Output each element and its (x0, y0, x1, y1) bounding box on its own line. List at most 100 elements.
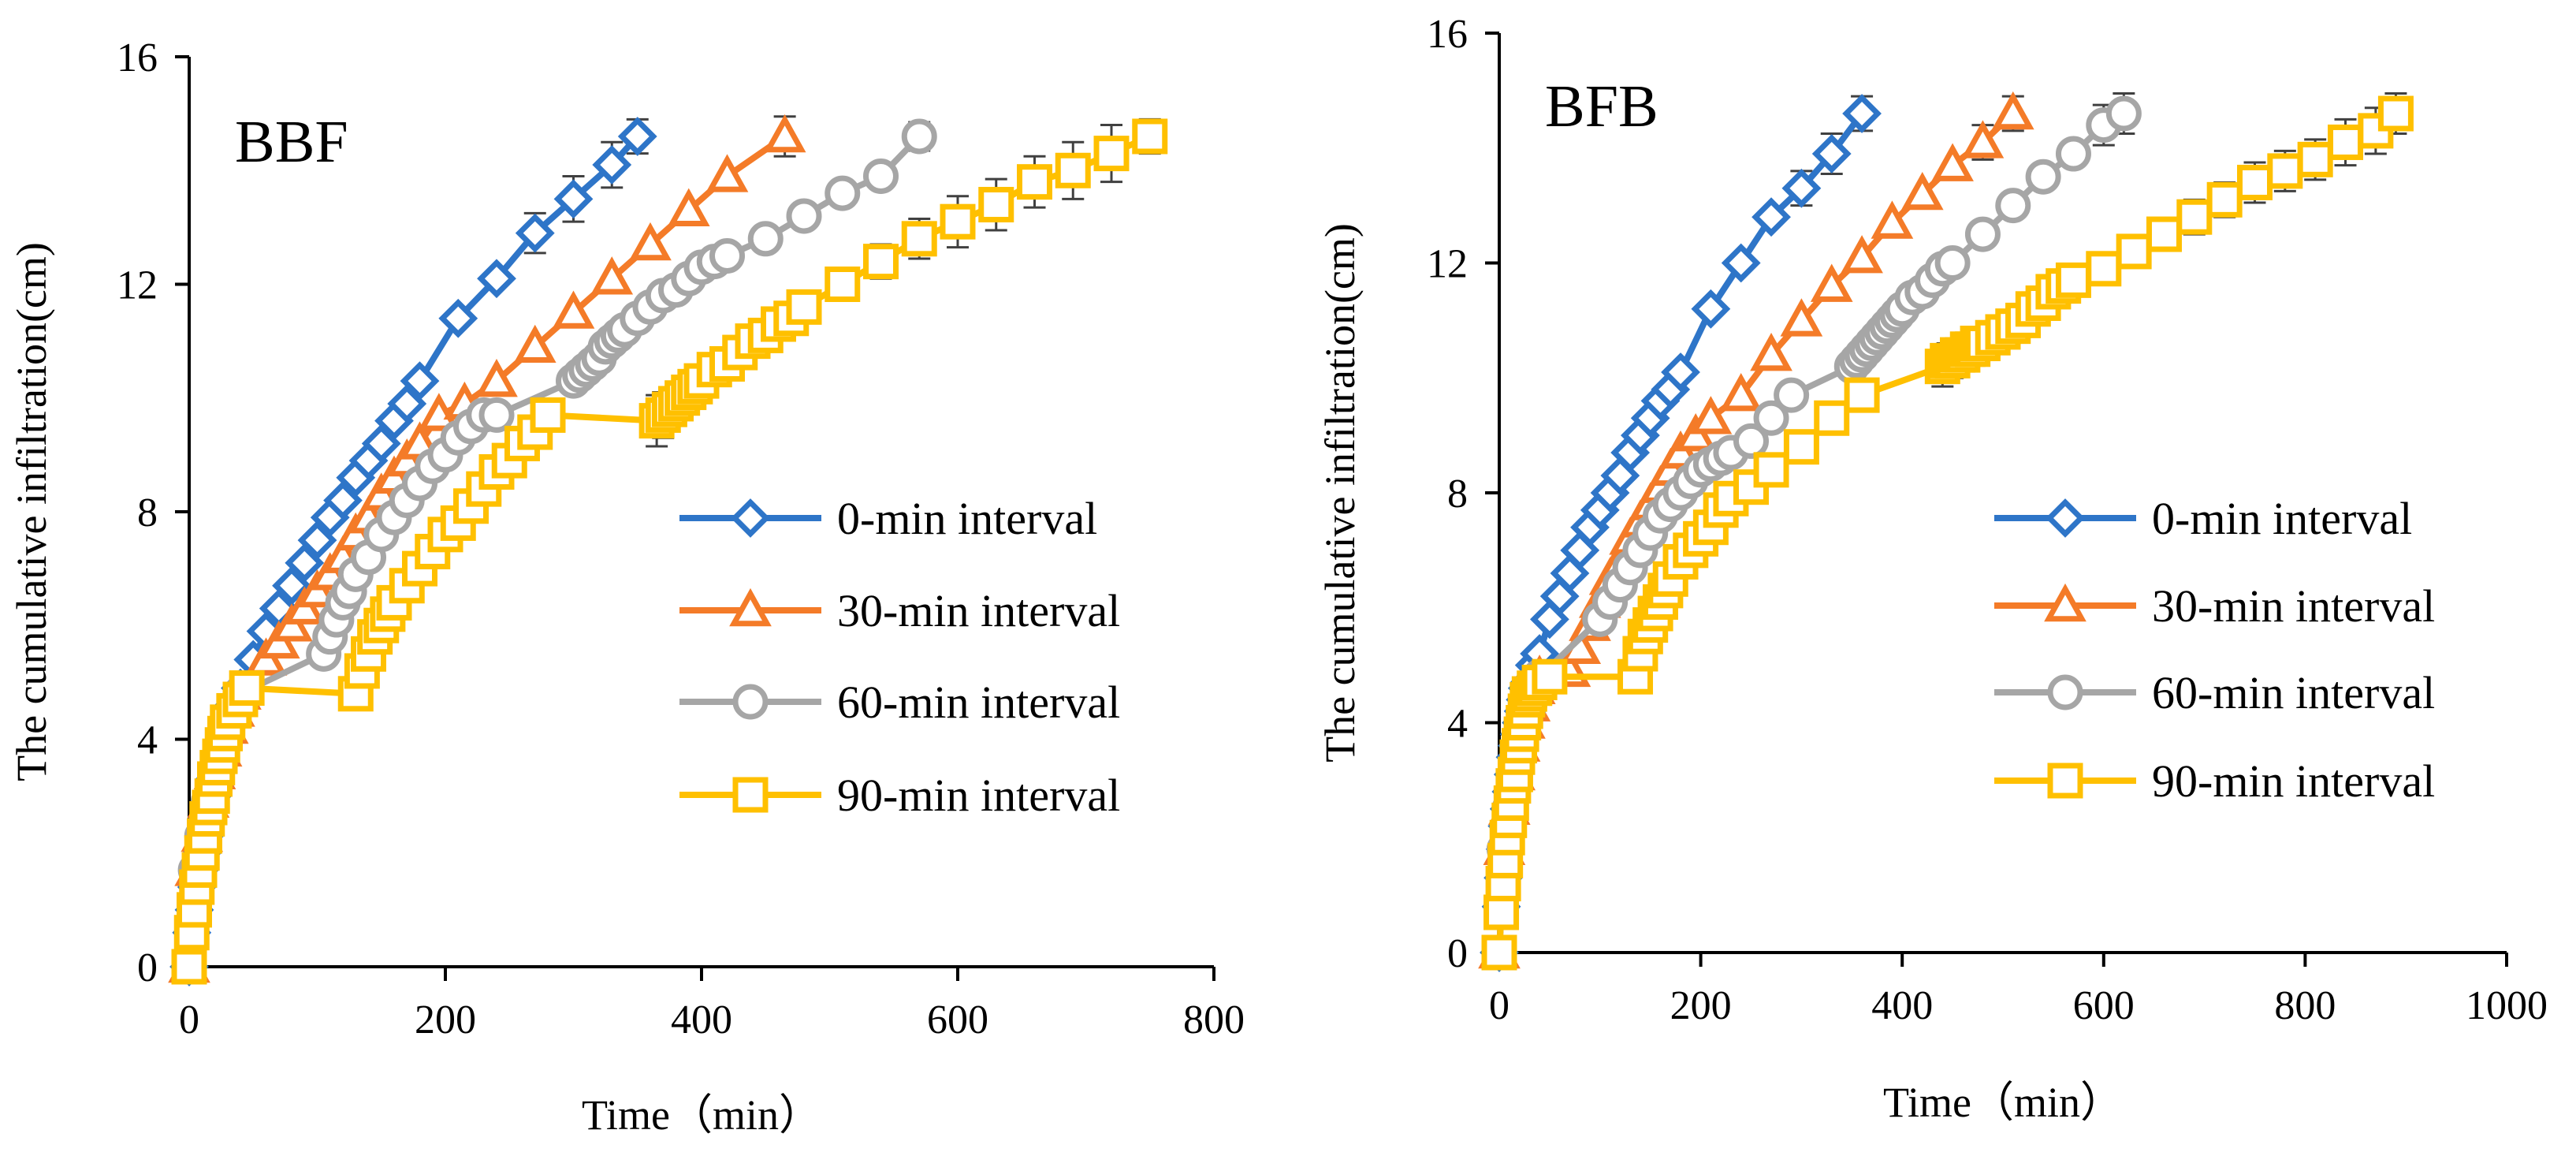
data-point-diamond (1781, 168, 1822, 208)
panel-bfb: 0 4 8 12 16 0 200 400 600 800 1000 Time（min） The cum… (1316, 12, 2548, 1126)
x-tick-label: 0 (1489, 983, 1509, 1028)
data-point-triangle (1689, 396, 1733, 434)
data-point-circle (1934, 245, 1971, 281)
data-point-circle (1753, 400, 1789, 436)
data-point-square (229, 670, 265, 707)
x-tick-label: 0 (179, 998, 199, 1042)
x-tick-label: 600 (2073, 983, 2135, 1028)
data-point-square (2377, 95, 2414, 132)
data-point-square (2358, 113, 2394, 149)
y-tick-label: 16 (1427, 12, 1468, 57)
y-tick-label: 0 (137, 945, 158, 990)
data-point-diamond (1811, 134, 1852, 173)
series-square (1481, 92, 2414, 971)
data-point-square (1783, 429, 1819, 465)
data-point-triangle (1750, 332, 1792, 371)
legend-label: 30-min interval (2152, 580, 2435, 632)
y-tick-label: 4 (137, 718, 158, 763)
data-point-triangle (705, 154, 749, 192)
legend-label: 60-min interval (2152, 667, 2435, 718)
data-point-triangle (513, 324, 557, 364)
data-point-square (171, 949, 207, 985)
y-axis-title: The cumulative infiltration(cm) (8, 242, 55, 781)
data-point-square (1532, 658, 1568, 695)
x-tick-label: 800 (1183, 998, 1245, 1042)
data-point-triangle (1841, 235, 1883, 274)
legend-marker (732, 777, 769, 813)
data-point-square (1055, 152, 1091, 188)
data-point-circle (901, 118, 937, 155)
data-point-triangle (590, 256, 634, 295)
data-point-square (530, 397, 566, 433)
data-point-square (2267, 153, 2303, 189)
data-point-diamond (438, 298, 478, 338)
data-point-circle (747, 221, 784, 257)
data-point-square (2176, 199, 2213, 235)
data-point-square (2146, 216, 2182, 252)
data-point-circle (478, 397, 515, 433)
data-point-diamond (1661, 352, 1700, 392)
x-tick-label: 1000 (2466, 983, 2548, 1028)
data-point-square (901, 221, 937, 257)
data-point-circle (825, 175, 861, 211)
data-point-square (2328, 124, 2364, 160)
data-point-square (1814, 400, 1850, 436)
data-point-square (1844, 377, 1880, 413)
data-point-square (786, 289, 822, 325)
data-point-square (2206, 181, 2243, 218)
legend-marker (731, 498, 770, 538)
legend-label: 60-min interval (837, 677, 1120, 728)
y-tick-label: 12 (1427, 242, 1468, 287)
data-point-circle (2055, 136, 2091, 172)
x-tick-label: 600 (927, 998, 988, 1042)
data-point-diamond (285, 543, 325, 583)
data-point-diamond (297, 520, 337, 560)
data-point-square (2055, 262, 2091, 298)
panel-title: BFB (1545, 73, 1658, 140)
data-point-triangle (763, 114, 806, 153)
legend-label: 0-min interval (2152, 493, 2412, 544)
x-tick-label: 400 (1871, 983, 1933, 1028)
data-point-diamond (272, 565, 311, 606)
data-point-circle (2105, 95, 2142, 132)
data-point-square (978, 187, 1014, 223)
x-tick-label: 800 (2274, 983, 2336, 1028)
data-point-triangle (1991, 91, 2034, 130)
data-point-triangle (667, 188, 710, 226)
y-tick-label: 16 (117, 35, 158, 80)
data-point-triangle (629, 222, 672, 261)
data-point-diamond (553, 179, 594, 219)
x-tick-label: 200 (415, 998, 476, 1042)
data-point-circle (1733, 423, 1769, 459)
x-axis-title: Time（min） (1883, 1079, 2123, 1126)
x-tick-label: 400 (671, 998, 732, 1042)
data-point-diamond (617, 117, 657, 156)
panel-bbf: 0 4 8 12 16 0 200 400 600 800 Time（min） The cumulat… (8, 35, 1245, 1139)
data-point-square (863, 244, 899, 280)
data-point-diamond (1842, 94, 1882, 133)
panel-title: BBF (235, 109, 348, 175)
data-point-circle (1995, 188, 2031, 224)
y-tick-label: 0 (1447, 931, 1468, 976)
data-point-triangle (1931, 143, 1974, 181)
y-tick-label: 12 (117, 263, 158, 308)
legend-label: 0-min interval (837, 493, 1097, 544)
legend-marker (2047, 674, 2083, 710)
legend-marker (2047, 763, 2083, 799)
data-point-diamond (1751, 197, 1791, 237)
y-tick-label: 8 (137, 490, 158, 535)
legend-label: 30-min interval (837, 585, 1120, 636)
legend-marker (2046, 498, 2085, 538)
y-tick-label: 4 (1447, 702, 1468, 747)
data-point-square (1483, 894, 1520, 930)
data-point-circle (2025, 158, 2061, 195)
legend: 0-min interval 30-min interval 60-min inte… (679, 493, 1120, 821)
data-point-square (1481, 934, 1517, 971)
data-point-square (940, 203, 976, 240)
data-point-triangle (1961, 120, 2005, 158)
data-point-triangle (1780, 298, 1823, 337)
data-point-diamond (323, 480, 363, 520)
